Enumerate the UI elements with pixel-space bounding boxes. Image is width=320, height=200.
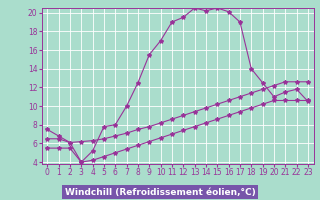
Text: Windchill (Refroidissement éolien,°C): Windchill (Refroidissement éolien,°C) [65,188,255,196]
